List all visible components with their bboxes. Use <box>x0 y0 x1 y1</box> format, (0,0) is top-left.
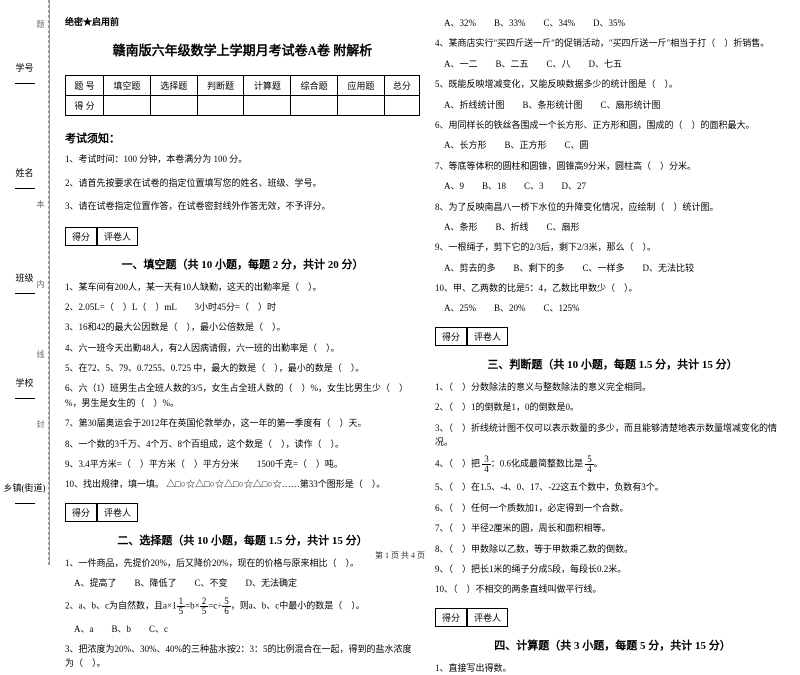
section-4-title: 四、计算题（共 3 小题，每题 5 分，共计 15 分） <box>435 637 790 653</box>
question: 3、（ ）折线统计图不仅可以表示数量的多少，而且能够清楚地表示数量增减变化的情况… <box>435 421 790 450</box>
question: 3、16和42的最大公因数是（ ），最小公倍数是（ ）。 <box>65 320 420 334</box>
right-column: A、32% B、33% C、34% D、35% 4、某商店实行"买四斤送一斤"的… <box>435 15 790 555</box>
binding-field-4: 乡镇(街道) <box>0 481 49 504</box>
binding-field-1: 姓名 <box>0 166 49 189</box>
secret-label: 绝密★启用前 <box>65 15 420 28</box>
question: 5、（ ）在1.5、-4、0、17、-22这五个数中，负数有3个。 <box>435 480 790 494</box>
question: 4、某商店实行"买四斤送一斤"的促销活动，"买四斤送一斤"相当于打（ ）折销售。 <box>435 36 790 50</box>
question: A、一二 B、二五 C、八 D、七五 <box>435 57 790 71</box>
page-footer: 第 1 页 共 4 页 <box>375 550 425 561</box>
question: A、条形 B、折线 C、扇形 <box>435 220 790 234</box>
vtext-5: 封 <box>35 420 46 428</box>
exam-page: 学号 姓名 班级 学校 乡镇(街道) 题 本 内 线 封 绝密★启用前 赣南版六… <box>0 0 800 565</box>
binding-margin: 学号 姓名 班级 学校 乡镇(街道) 题 本 内 线 封 <box>0 0 50 565</box>
question: 3、把浓度为20%、30%、40%的三种盐水按2：3：5的比例混合在一起，得到的… <box>65 642 420 671</box>
left-column: 绝密★启用前 赣南版六年级数学上学期月考试卷A卷 附解析 题 号 填空题 选择题… <box>65 15 420 555</box>
question: 7、（ ）半径2厘米的圆，周长和面积相等。 <box>435 521 790 535</box>
vtext-2: 本 <box>35 200 46 208</box>
question: 1、一件商品，先提价20%，后又降价20%，现在的价格与原来相比（ ）。 <box>65 556 420 570</box>
section-score-box: 得分 评卷人 <box>65 227 420 246</box>
section-score-box: 得分 评卷人 <box>435 327 790 346</box>
question: A、长方形 B、正方形 C、圆 <box>435 138 790 152</box>
question: A、折线统计图 B、条形统计图 C、扇形统计图 <box>435 98 790 112</box>
question: 5、既能反映增减变化，又能反映数据多少的统计图是（ ）。 <box>435 77 790 91</box>
notice-item: 1、考试时间：100 分钟，本卷满分为 100 分。 <box>65 153 420 167</box>
section-1-title: 一、填空题（共 10 小题，每题 2 分，共计 20 分） <box>65 256 420 272</box>
question: A、提高了 B、降低了 C、不变 D、无法确定 <box>65 576 420 590</box>
question: 2、a、b、c为自然数，且a×115=b×25=c÷56，则a、b、c中最小的数… <box>65 597 420 616</box>
table-row: 得 分 <box>66 96 420 116</box>
question: 5、在72、5、79、0.7255、0.725 中，最大的数是（ ），最小的数是… <box>65 361 420 375</box>
question: 6、六（1）班男生占全班人数的3/5，女生占全班人数的（ ）%，女生比男生少（ … <box>65 381 420 410</box>
question: A、9 B、18 C、3 D、27 <box>435 179 790 193</box>
question: 4、（ ）把 34：0.6化成最简整数比是 54。 <box>435 455 790 474</box>
question: A、32% B、33% C、34% D、35% <box>435 16 790 30</box>
score-table: 题 号 填空题 选择题 判断题 计算题 综合题 应用题 总分 得 分 <box>65 75 420 116</box>
question: 8、一个数的3千万、4个万、8个百组成，这个数是（ ），读作（ ）。 <box>65 437 420 451</box>
dash-line <box>48 0 49 565</box>
question: 10、（ ）不相交的两条直线叫做平行线。 <box>435 582 790 596</box>
question: A、a B、b C、c <box>65 622 420 636</box>
binding-field-0: 学号 <box>0 61 49 84</box>
section-score-box: 得分 评卷人 <box>65 503 420 522</box>
question: A、25% B、20% C、125% <box>435 301 790 315</box>
vtext-4: 线 <box>35 350 46 358</box>
question: 6、用同样长的铁丝各围成一个长方形、正方形和圆，围成的（ ）的面积最大。 <box>435 118 790 132</box>
question: A、剪去的多 B、剩下的多 C、一样多 D、无法比较 <box>435 261 790 275</box>
question: 7、等底等体积的圆柱和圆锥，圆锥高9分米，圆柱高（ ）分米。 <box>435 159 790 173</box>
notice-heading: 考试须知： <box>65 130 420 146</box>
section-3-title: 三、判断题（共 10 小题，每题 1.5 分，共计 15 分） <box>435 356 790 372</box>
vtext-0: 题 <box>35 20 46 28</box>
question: 9、一根绳子，剪下它的2/3后，剩下2/3米，那么（ ）。 <box>435 240 790 254</box>
question: 9、（ ）把长1米的绳子分成5段，每段长0.2米。 <box>435 562 790 576</box>
question: 8、为了反映南昌八一桥下水位的升降变化情况，应绘制（ ）统计图。 <box>435 200 790 214</box>
exam-title: 赣南版六年级数学上学期月考试卷A卷 附解析 <box>65 40 420 59</box>
section-2-title: 二、选择题（共 10 小题，每题 1.5 分，共计 15 分） <box>65 532 420 548</box>
question: 6、（ ）任何一个质数加1，必定得到一个合数。 <box>435 501 790 515</box>
question: 9、3.4平方米=（ ）平方米（ ）平方分米 1500千克=（ ）吨。 <box>65 457 420 471</box>
question: 1、某车间有200人，某一天有10人缺勤，这天的出勤率是（ ）。 <box>65 280 420 294</box>
question: 1、（ ）分数除法的意义与整数除法的意义完全相同。 <box>435 380 790 394</box>
binding-field-3: 学校 <box>0 376 49 399</box>
section-score-box: 得分 评卷人 <box>435 608 790 627</box>
notice-item: 3、请在试卷指定位置作答，在试卷密封线外作答无效，不予评分。 <box>65 200 420 214</box>
question: 2、2.05L=（ ）L（ ）mL 3小时45分=（ ）时 <box>65 300 420 314</box>
notice-item: 2、请首先按要求在试卷的指定位置填写您的姓名、班级、学号。 <box>65 177 420 191</box>
question: 10、甲、乙两数的比是5：4，乙数比甲数少（ ）。 <box>435 281 790 295</box>
question: 2、（ ）1的倒数是1，0的倒数是0。 <box>435 400 790 414</box>
table-row: 题 号 填空题 选择题 判断题 计算题 综合题 应用题 总分 <box>66 76 420 96</box>
vtext-3: 内 <box>35 280 46 288</box>
question: 10、找出规律，填一填。 △□○☆△□○☆△□○☆△□○☆……第33个图形是（ … <box>65 477 420 491</box>
question: 1、直接写出得数。 <box>435 661 790 675</box>
content-area: 绝密★启用前 赣南版六年级数学上学期月考试卷A卷 附解析 题 号 填空题 选择题… <box>50 0 800 565</box>
question: 4、六一班今天出勤48人，有2人因病请假，六一班的出勤率是（ ）。 <box>65 341 420 355</box>
question: 7、第30届奥运会于2012年在英国伦敦举办，这一年的第一季度有（ ）天。 <box>65 416 420 430</box>
question: 8、（ ）甲数除以乙数，等于甲数乘乙数的倒数。 <box>435 542 790 556</box>
